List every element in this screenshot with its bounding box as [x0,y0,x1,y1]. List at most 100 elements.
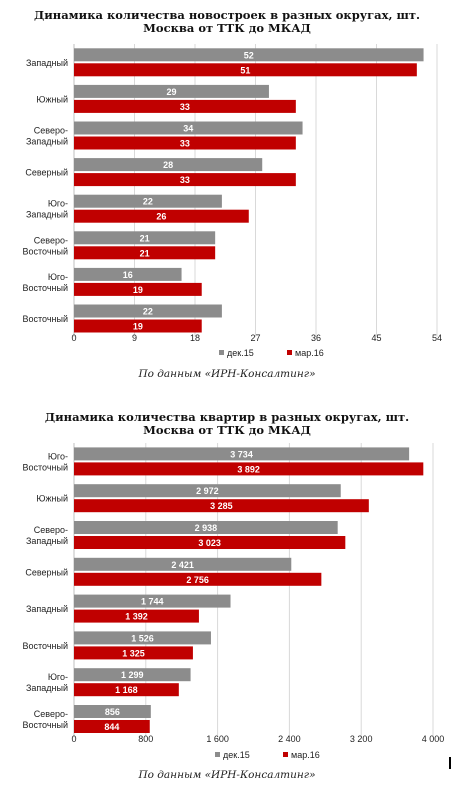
data-label: 2 756 [186,575,209,585]
data-label: 19 [133,322,143,332]
data-label: 1 168 [115,685,138,695]
category-label: Южный [36,94,68,104]
tick-label: 45 [371,333,381,343]
bar [74,231,216,245]
data-label: 1 392 [125,612,148,622]
chart-title: Динамика количества новостроек в разных … [0,9,454,35]
tick-label: 54 [432,333,442,343]
data-label: 21 [140,233,150,243]
category-label: Северный [25,168,68,178]
tick-label: 27 [250,333,260,343]
category-label: Юго- [48,451,68,461]
data-label: 22 [143,307,153,317]
data-label: 52 [244,50,254,60]
bar [74,631,211,645]
legend-swatch [283,752,288,757]
bar [74,136,296,150]
bar [74,63,417,77]
tick-label: 9 [132,333,137,343]
data-label: 856 [105,707,120,717]
data-label: 3 734 [230,449,253,459]
data-label: 29 [166,87,176,97]
data-label: 51 [240,65,250,75]
data-label: 28 [163,160,173,170]
data-label: 1 325 [122,648,145,658]
bar [74,594,231,608]
legend-label: дек.15 [227,348,254,358]
chart-title-line1: Динамика количества квартир в разных окр… [44,410,410,424]
chart-title-line2: Москва от ТТК до МКАД [143,21,311,35]
category-label: Восточный [23,641,69,651]
data-label: 33 [180,175,190,185]
tick-label: 1 600 [206,734,229,744]
data-label: 34 [183,124,193,134]
bar [74,121,303,135]
category-label: Южный [36,494,68,504]
text-cursor [449,757,451,769]
tick-label: 0 [71,734,76,744]
tick-label: 0 [71,333,76,343]
bar [74,209,249,223]
data-label: 19 [133,285,143,295]
bar [74,557,292,571]
data-label: 3 023 [198,538,221,548]
data-label: 33 [180,139,190,149]
bar [74,84,269,98]
category-label: Западный [26,210,68,220]
category-label: Западный [26,58,68,68]
bar [74,246,216,260]
category-label: Северо- [34,709,68,719]
category-label: Восточный [23,462,69,472]
data-label: 21 [140,248,150,258]
bar [74,447,410,461]
tick-label: 18 [190,333,200,343]
category-label: Юго- [48,672,68,682]
legend-swatch [287,350,292,355]
bar [74,499,369,513]
bar [74,668,191,682]
tick-label: 2 400 [278,734,301,744]
legend-label: мар.16 [291,750,320,760]
category-label: Западный [26,604,68,614]
chart-title-line2: Москва от ТТК до МКАД [143,423,311,437]
bar [74,683,179,697]
chart-source: По данным «ИРН-Консалтинг» [138,769,316,781]
bar [74,705,151,718]
bar-chart-plot: Западный 52 51 Южный 29 33 Северо- Западный 34 33… [23,44,442,358]
data-label: 3 892 [237,464,260,474]
bar [74,646,193,660]
category-label: Западный [26,536,68,546]
category-label: Северный [25,567,68,577]
category-label: Восточный [23,246,69,256]
legend-swatch [215,752,220,757]
data-label: 844 [104,722,119,732]
bar [74,609,199,623]
category-label: Юго- [48,199,68,209]
legend-swatch [219,350,224,355]
tick-label: 4 000 [422,734,445,744]
bar [74,99,296,113]
data-label: 2 421 [171,560,194,570]
bar [74,304,222,318]
category-label: Северо- [34,235,68,245]
data-label: 1 526 [131,633,154,643]
chart-source: По данным «ИРН-Консалтинг» [138,368,316,380]
bar [74,484,341,498]
bar [74,173,296,187]
bar [74,521,338,534]
bar [74,48,424,62]
data-label: 33 [180,102,190,112]
category-label: Западный [26,137,68,147]
category-label: Юго- [48,272,68,282]
legend-label: мар.16 [295,348,324,358]
bar [74,267,182,281]
data-label: 16 [123,270,133,280]
category-label: Северо- [34,525,68,535]
chart-new-buildings: Динамика количества новостроек в разных … [0,9,454,381]
data-label: 22 [143,197,153,207]
chart-title: Динамика количества квартир в разных окр… [0,411,454,437]
category-label: Западный [26,683,68,693]
bar [74,572,322,586]
